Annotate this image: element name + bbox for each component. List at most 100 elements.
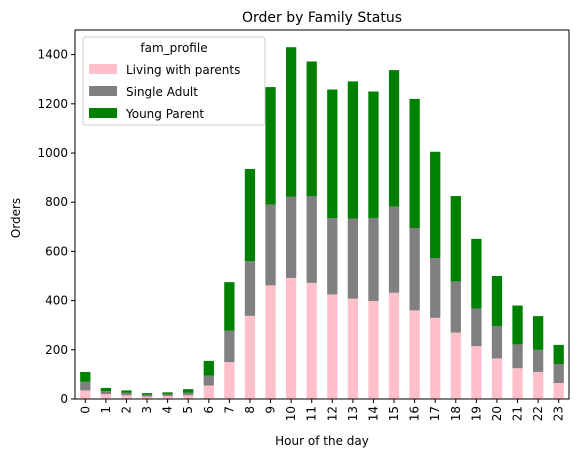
bar-14-series-1 [368, 217, 379, 302]
bar-0-series-1 [80, 381, 91, 391]
legend-title: fam_profile [140, 41, 207, 55]
x-tick-label: 4 [161, 406, 175, 414]
bar-4-series-0 [162, 396, 173, 399]
bar-17-series-2 [430, 151, 441, 259]
bar-23-series-0 [553, 383, 564, 399]
x-tick-label: 1 [99, 406, 113, 414]
x-tick-label: 10 [284, 406, 298, 421]
y-tick-label: 1400 [37, 48, 68, 62]
bar-11-series-2 [306, 61, 317, 197]
bar-16-series-2 [409, 98, 420, 229]
bar-5-series-2 [183, 389, 194, 393]
x-tick-label: 6 [202, 406, 216, 414]
bar-23-series-2 [553, 344, 564, 365]
bar-21-series-1 [512, 344, 523, 369]
bar-5-series-0 [183, 395, 194, 399]
legend-box [82, 36, 266, 126]
bar-12-series-1 [327, 218, 338, 295]
x-tick-label: 7 [222, 406, 236, 414]
bar-9-series-0 [265, 285, 276, 399]
bar-6-series-2 [203, 360, 214, 376]
bar-19-series-2 [471, 238, 482, 309]
bar-0-series-0 [80, 390, 91, 399]
legend-label-0: Living with parents [126, 63, 240, 77]
x-tick-label: 12 [325, 406, 339, 421]
x-tick-label: 21 [511, 406, 525, 421]
bar-0-series-2 [80, 371, 91, 382]
bar-2-series-2 [121, 390, 132, 393]
x-tick-label: 9 [264, 406, 278, 414]
bar-13-series-1 [347, 218, 359, 299]
bar-1-series-0 [100, 394, 112, 399]
bar-15-series-0 [388, 292, 400, 399]
legend-label-2: Young Parent [125, 107, 204, 121]
y-tick-label: 1200 [37, 97, 68, 111]
bar-14-series-0 [368, 301, 379, 399]
bar-7-series-0 [224, 362, 235, 399]
legend: fam_profile Living with parents Single Adu… [82, 36, 266, 126]
bar-5-series-1 [183, 392, 194, 396]
x-axis-title: Hour of the day [275, 434, 369, 448]
bar-17-series-0 [430, 317, 441, 399]
bar-11-series-1 [306, 196, 317, 283]
bar-23-series-1 [553, 364, 564, 384]
bar-2-series-0 [121, 395, 132, 399]
x-tick-label: 16 [408, 406, 422, 421]
bar-1-series-2 [100, 387, 112, 392]
plot-frame [74, 29, 570, 400]
bar-10-series-1 [285, 196, 297, 278]
legend-swatch-2 [89, 108, 117, 118]
x-tick-label: 11 [305, 406, 319, 421]
bar-13-series-0 [347, 298, 359, 399]
x-tick-label: 18 [449, 406, 463, 421]
x-tick-label: 0 [78, 406, 92, 414]
x-tick-label: 23 [552, 406, 566, 421]
bar-8-series-0 [244, 315, 256, 399]
bar-8-series-2 [244, 168, 256, 262]
y-tick-label: 800 [45, 195, 68, 209]
x-tick-label: 17 [428, 406, 442, 421]
bar-22-series-0 [532, 371, 544, 399]
bar-6-series-1 [203, 375, 214, 386]
bar-10-series-2 [285, 47, 297, 197]
bar-19-series-1 [471, 308, 482, 347]
bar-18-series-0 [450, 332, 461, 399]
bar-3-series-0 [141, 396, 153, 399]
x-tick-label: 13 [346, 406, 360, 421]
x-tick-label: 15 [387, 406, 401, 421]
y-axis-title: Orders [9, 198, 23, 238]
bar-22-series-2 [532, 316, 544, 350]
bar-3-series-2 [141, 393, 153, 395]
x-tick-label: 20 [490, 406, 504, 421]
y-tick-label: 200 [45, 343, 68, 357]
bar-12-series-0 [327, 294, 338, 399]
bar-12-series-2 [327, 89, 338, 219]
bar-19-series-0 [471, 346, 482, 399]
bar-14-series-2 [368, 91, 379, 218]
bar-9-series-2 [265, 87, 276, 205]
bar-20-series-0 [491, 358, 503, 399]
bar-7-series-1 [224, 330, 235, 363]
bar-9-series-1 [265, 204, 276, 286]
bar-10-series-0 [285, 277, 297, 399]
bar-7-series-2 [224, 282, 235, 331]
bars-layer [80, 47, 564, 399]
bar-21-series-0 [512, 368, 523, 399]
bar-3-series-1 [141, 394, 153, 397]
x-tick-label: 22 [531, 406, 545, 421]
bar-18-series-1 [450, 281, 461, 333]
bar-22-series-1 [532, 349, 544, 372]
x-tick-label: 5 [181, 406, 195, 414]
bar-4-series-2 [162, 392, 173, 395]
y-tick-label: 600 [45, 244, 68, 258]
bar-18-series-2 [450, 196, 461, 282]
bar-20-series-1 [491, 325, 503, 359]
bar-13-series-2 [347, 81, 359, 219]
x-tick-label: 8 [243, 406, 257, 414]
legend-swatch-0 [89, 64, 117, 74]
bar-11-series-0 [306, 282, 317, 399]
bar-2-series-1 [121, 392, 132, 396]
x-tick-label: 14 [366, 406, 380, 421]
